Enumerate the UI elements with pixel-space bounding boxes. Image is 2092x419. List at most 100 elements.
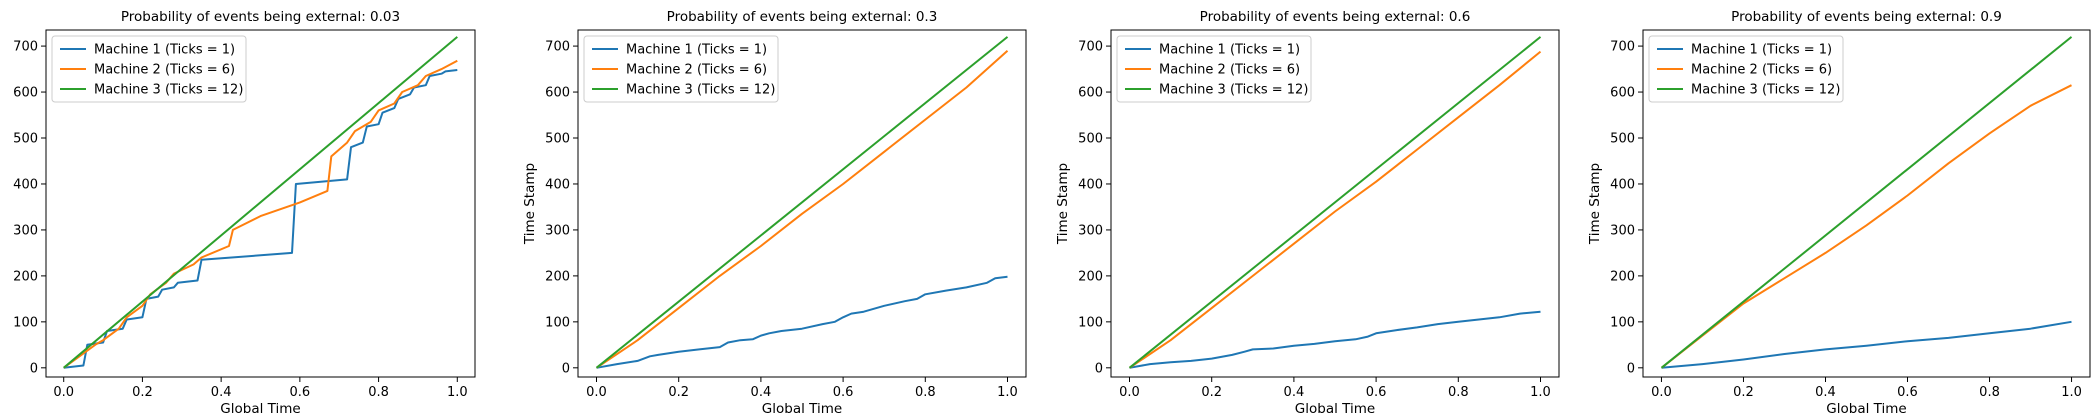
y-tick-label: 700	[13, 40, 38, 55]
x-tick-label: 1.0	[997, 385, 1018, 400]
series-line-machine-3	[1128, 36, 1542, 369]
x-axis-label: Global Time	[1295, 401, 1375, 417]
chart-panel-3: Probability of events being external: 0.…	[1055, 9, 1560, 417]
legend-box	[1648, 35, 1844, 103]
legend-label-machine-3: Machine 3 (Ticks = 12)	[1691, 83, 1840, 98]
y-tick-label: 400	[545, 177, 570, 192]
legend-label-machine-2: Machine 2 (Ticks = 6)	[1159, 63, 1300, 78]
x-tick-label: 0.0	[1119, 385, 1140, 400]
legend-label-machine-1: Machine 1 (Ticks = 1)	[626, 43, 767, 58]
y-tick-label: 100	[1078, 315, 1103, 330]
series-line-machine-2	[1128, 50, 1542, 369]
x-tick-label: 0.0	[53, 385, 74, 400]
y-tick-label: 200	[13, 269, 38, 284]
legend-box	[583, 35, 779, 103]
x-tick-label: 0.4	[751, 385, 772, 400]
y-tick-label: 0	[30, 361, 38, 376]
x-tick-label: 1.0	[447, 385, 468, 400]
y-tick-label: 700	[1610, 40, 1635, 55]
x-tick-label: 0.8	[915, 385, 936, 400]
chart-panel-4: Probability of events being external: 0.…	[1587, 9, 2091, 417]
y-tick-label: 600	[13, 86, 38, 101]
legend-label-machine-1: Machine 1 (Ticks = 1)	[94, 43, 235, 58]
y-tick-label: 400	[1610, 177, 1635, 192]
chart-panel-2: Probability of events being external: 0.…	[522, 9, 1027, 417]
x-tick-label: 0.6	[1366, 385, 1387, 400]
series-line-machine-2	[63, 59, 458, 369]
y-tick-label: 300	[1078, 223, 1103, 238]
x-axis-label: Global Time	[1826, 401, 1906, 417]
chart-title: Probability of events being external: 0.…	[1200, 9, 1471, 25]
y-tick-label: 300	[13, 223, 38, 238]
y-tick-label: 500	[1610, 132, 1635, 147]
y-tick-label: 200	[1610, 269, 1635, 284]
legend-label-machine-2: Machine 2 (Ticks = 6)	[94, 63, 235, 78]
x-tick-label: 0.2	[1201, 385, 1222, 400]
x-tick-label: 0.6	[290, 385, 311, 400]
y-tick-label: 100	[1610, 315, 1635, 330]
x-tick-label: 0.4	[1815, 385, 1836, 400]
x-tick-label: 0.2	[668, 385, 689, 400]
y-tick-label: 200	[1078, 269, 1103, 284]
x-tick-label: 1.0	[2061, 385, 2082, 400]
x-axis-label: Global Time	[220, 401, 300, 417]
x-tick-label: 1.0	[1530, 385, 1551, 400]
legend-box	[1116, 35, 1312, 103]
y-tick-label: 600	[1078, 86, 1103, 101]
x-tick-label: 0.0	[1651, 385, 1672, 400]
series-line-machine-1	[1129, 310, 1541, 369]
legend-label-machine-1: Machine 1 (Ticks = 1)	[1159, 43, 1300, 58]
x-tick-label: 0.2	[1733, 385, 1754, 400]
y-tick-label: 500	[13, 132, 38, 147]
series-line-machine-3	[63, 36, 458, 369]
y-tick-label: 100	[13, 315, 38, 330]
x-tick-label: 0.4	[1284, 385, 1305, 400]
axes-frame	[1110, 29, 1560, 378]
x-tick-label: 0.6	[833, 385, 854, 400]
y-tick-label: 500	[545, 132, 570, 147]
y-tick-label: 700	[1078, 40, 1103, 55]
x-tick-label: 0.4	[211, 385, 232, 400]
y-tick-label: 600	[545, 86, 570, 101]
series-line-machine-1	[1661, 320, 2072, 369]
y-tick-label: 100	[545, 315, 570, 330]
legend-label-machine-3: Machine 3 (Ticks = 12)	[94, 83, 243, 98]
y-axis-label: Time Stamp	[1055, 163, 1071, 245]
chart-title: Probability of events being external: 0.…	[667, 9, 938, 25]
x-tick-label: 0.0	[586, 385, 607, 400]
axes-frame	[45, 29, 476, 378]
x-tick-label: 0.8	[1448, 385, 1469, 400]
y-tick-label: 600	[1610, 86, 1635, 101]
y-tick-label: 300	[545, 223, 570, 238]
y-tick-label: 500	[1078, 132, 1103, 147]
y-tick-label: 0	[1627, 361, 1635, 376]
y-axis-label: Time Stamp	[522, 163, 538, 245]
y-tick-label: 700	[545, 40, 570, 55]
x-axis-label: Global Time	[762, 401, 842, 417]
y-tick-label: 300	[1610, 223, 1635, 238]
x-tick-label: 0.2	[132, 385, 153, 400]
x-tick-label: 0.6	[1897, 385, 1918, 400]
legend-label-machine-1: Machine 1 (Ticks = 1)	[1691, 43, 1832, 58]
legend-label-machine-3: Machine 3 (Ticks = 12)	[1159, 83, 1308, 98]
series-line-machine-3	[1660, 36, 2073, 369]
series-line-machine-1	[63, 69, 458, 369]
chart-title: Probability of events being external: 0.…	[1731, 9, 2002, 25]
legend-box	[51, 35, 247, 103]
axes-frame	[577, 29, 1027, 378]
legend-label-machine-2: Machine 2 (Ticks = 6)	[626, 63, 767, 78]
y-tick-label: 400	[13, 177, 38, 192]
chart-title: Probability of events being external: 0.…	[121, 9, 400, 25]
x-tick-label: 0.8	[1979, 385, 2000, 400]
y-tick-label: 0	[1095, 361, 1103, 376]
y-tick-label: 400	[1078, 177, 1103, 192]
series-line-machine-2	[1660, 84, 2072, 369]
y-tick-label: 0	[562, 361, 570, 376]
y-tick-label: 200	[545, 269, 570, 284]
y-axis-label: Time Stamp	[1587, 163, 1603, 245]
axes-frame	[1642, 29, 2091, 378]
series-line-machine-1	[596, 275, 1008, 369]
series-line-machine-3	[595, 36, 1009, 369]
chart-panel-1: Probability of events being external: 0.…	[13, 9, 476, 417]
